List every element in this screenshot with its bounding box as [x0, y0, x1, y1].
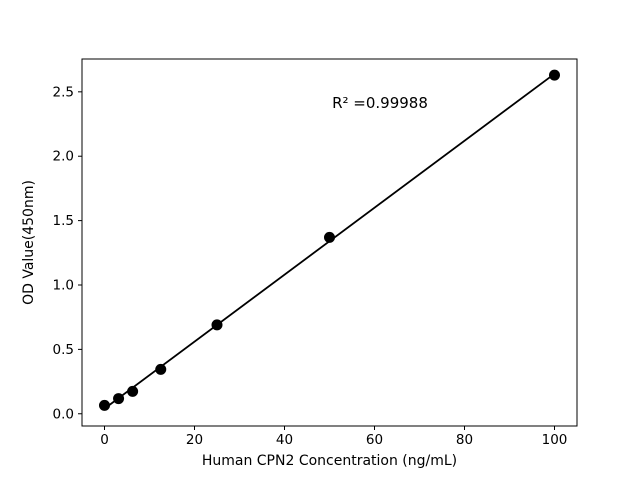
- y-tick-label: 0.0: [53, 406, 74, 422]
- y-tick-label: 0.5: [53, 342, 74, 358]
- y-tick-label: 1.0: [53, 277, 74, 293]
- x-tick-label: 20: [186, 432, 203, 448]
- y-axis-label: OD Value(450nm): [21, 180, 37, 305]
- y-tick-label: 2.0: [53, 149, 74, 165]
- y-tick-label: 1.5: [53, 213, 74, 229]
- x-tick-label: 40: [276, 432, 293, 448]
- x-tick-label: 0: [100, 432, 109, 448]
- x-axis-label: Human CPN2 Concentration (ng/mL): [202, 453, 457, 469]
- data-point: [113, 393, 125, 405]
- data-point: [324, 231, 335, 243]
- data-point: [155, 363, 167, 375]
- x-axis-ticks: 0 20 40 60 80 100: [100, 426, 567, 448]
- data-point: [211, 319, 223, 331]
- data-series: [99, 69, 560, 411]
- data-point: [127, 385, 139, 397]
- y-axis-ticks: 0.0 0.5 1.0 1.5 2.0 2.5: [53, 84, 82, 422]
- x-tick-label: 100: [542, 432, 568, 448]
- data-point: [99, 399, 110, 411]
- x-tick-label: 60: [366, 432, 383, 448]
- data-point: [549, 69, 560, 81]
- y-tick-label: 2.5: [53, 84, 74, 100]
- x-tick-label: 80: [456, 432, 473, 448]
- r-squared-annotation: R² =0.99988: [332, 94, 428, 112]
